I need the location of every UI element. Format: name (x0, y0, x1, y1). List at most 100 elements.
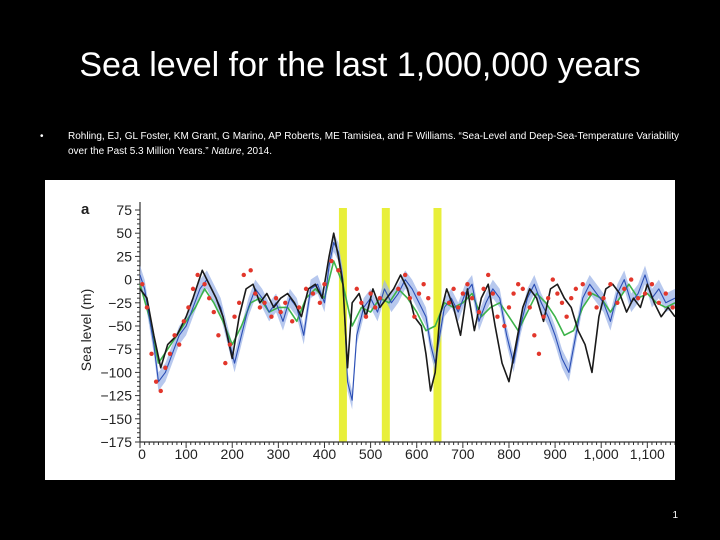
x-tick-label: 900 (543, 446, 567, 462)
x-tick-label: 0 (138, 446, 146, 462)
red-data-point (656, 300, 662, 305)
red-data-point (283, 300, 288, 305)
red-data-point (469, 295, 475, 301)
red-data-point (167, 351, 173, 357)
red-data-point (269, 314, 274, 319)
red-data-point (642, 291, 648, 296)
red-data-point (153, 379, 159, 384)
y-tick-label: −75 (108, 341, 132, 357)
red-data-point (216, 333, 221, 338)
axes: 75 50 25 0 −25 −50 −75 −100 −125 −150 −175 0 100 200 3… (100, 202, 675, 462)
red-data-point (555, 291, 560, 296)
red-data-point (545, 295, 551, 301)
red-data-point (481, 286, 486, 292)
red-data-point (236, 300, 242, 305)
red-data-point (172, 333, 177, 338)
red-data-point (446, 300, 452, 305)
slide-title: Sea level for the last 1,000,000 years (79, 46, 641, 84)
red-data-point (451, 286, 456, 292)
highlight-band-3 (433, 208, 442, 442)
red-data-point (573, 286, 579, 292)
red-data-point (232, 314, 237, 319)
red-data-point (227, 342, 233, 347)
red-data-point (373, 305, 378, 310)
x-tick-label: 100 (174, 446, 198, 462)
red-data-point (587, 291, 592, 296)
red-data-point (149, 351, 154, 357)
y-tick-label: 50 (116, 225, 132, 241)
red-data-point (506, 305, 512, 310)
red-data-point (622, 286, 627, 292)
black-series-line (139, 232, 675, 392)
red-data-point (564, 314, 569, 319)
x-tick-label: 1,100 (630, 446, 665, 462)
red-data-point (329, 258, 334, 264)
red-data-point (407, 295, 413, 301)
red-data-point (190, 286, 196, 292)
blue-uncertainty-band (140, 233, 675, 410)
red-data-point (273, 295, 279, 301)
citation-text: Rohling, EJ, GL Foster, KM Grant, G Mari… (68, 129, 688, 159)
page-number: 1 (672, 510, 678, 521)
red-data-point (532, 333, 537, 338)
x-tick-label: 400 (313, 446, 337, 462)
red-data-point (465, 282, 470, 287)
y-tick-label: −100 (100, 364, 132, 380)
red-data-point (322, 282, 327, 287)
x-tick-label: 500 (359, 446, 383, 462)
red-data-point (223, 360, 228, 366)
x-tick-label: 200 (221, 446, 245, 462)
y-tick-label: −150 (100, 411, 132, 427)
red-data-point (186, 305, 191, 310)
red-data-point (511, 291, 516, 296)
red-data-point (476, 309, 482, 315)
red-data-point (426, 295, 431, 301)
red-data-point (615, 300, 620, 305)
red-data-point (486, 272, 491, 278)
red-data-point (257, 305, 263, 310)
red-data-point (377, 295, 383, 301)
bullet-marker: • (40, 131, 44, 142)
red-data-point (163, 365, 168, 370)
red-data-point (490, 291, 496, 296)
x-tick-label: 1,000 (584, 446, 619, 462)
red-data-point (336, 268, 341, 273)
red-data-point (456, 305, 461, 310)
red-data-point (177, 342, 182, 347)
red-data-point (211, 309, 216, 315)
red-data-point (515, 282, 521, 287)
red-data-point (495, 314, 500, 319)
red-data-point (359, 300, 364, 305)
red-data-point (628, 277, 634, 282)
red-data-point (289, 319, 295, 324)
sea-level-chart: 75 50 25 0 −25 −50 −75 −100 −125 −150 −175 0 100 200 3… (78, 201, 675, 462)
x-tick-label: 700 (451, 446, 475, 462)
red-data-point (460, 291, 466, 296)
red-data-point (262, 300, 267, 305)
red-data-point (670, 305, 675, 310)
red-data-point (303, 286, 309, 292)
red-data-point (368, 291, 373, 296)
y-axis-label: Sea level (m) (78, 289, 94, 371)
red-data-point (317, 300, 323, 305)
red-data-point (363, 314, 369, 319)
red-data-point (354, 286, 359, 292)
red-data-point (649, 282, 655, 287)
x-tick-label: 300 (267, 446, 291, 462)
x-tick-label: 800 (497, 446, 521, 462)
y-tick-label: 75 (116, 202, 132, 218)
highlight-bands (338, 208, 442, 442)
highlight-band-2 (381, 208, 390, 442)
citation-journal: Nature (211, 146, 242, 157)
red-data-point (278, 309, 283, 315)
red-data-point (202, 282, 207, 287)
sea-level-figure: 75 50 25 0 −25 −50 −75 −100 −125 −150 −175 0 100 200 3… (45, 180, 675, 480)
blue-series-line (139, 241, 675, 401)
green-series-line (139, 260, 675, 364)
y-tick-label: −50 (108, 318, 132, 334)
red-data-point (608, 282, 613, 287)
highlight-band-1 (338, 208, 347, 442)
citation-end: , 2014. (241, 146, 273, 157)
red-data-point (206, 295, 212, 301)
red-data-point (181, 319, 187, 324)
